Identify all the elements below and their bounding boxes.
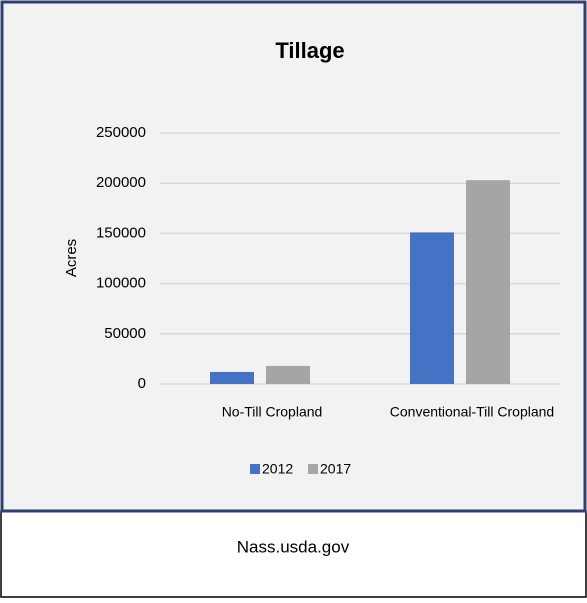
chart-title: Tillage	[275, 38, 344, 63]
legend: 2012 2017	[250, 461, 351, 477]
y-tick-label: 250000	[96, 124, 146, 141]
bar	[466, 180, 510, 384]
legend-label: 2012	[262, 461, 293, 477]
y-axis-label: Acres	[63, 239, 80, 277]
y-tick-label: 0	[138, 375, 146, 392]
y-tick-label: 150000	[96, 224, 146, 241]
bar	[266, 365, 310, 384]
caption-box	[0, 510, 587, 598]
legend-swatch	[308, 464, 318, 474]
legend-swatch	[250, 464, 260, 474]
y-tick-label: 200000	[96, 174, 146, 191]
y-tick-label: 50000	[104, 325, 146, 342]
caption: Nass.usda.gov	[237, 537, 350, 556]
x-tick-label: No-Till Cropland	[222, 404, 323, 420]
y-tick-label: 100000	[96, 275, 146, 292]
bar	[410, 232, 454, 384]
legend-label: 2017	[320, 461, 351, 477]
x-tick-label: Conventional-Till Cropland	[390, 404, 554, 420]
bar	[210, 371, 254, 384]
